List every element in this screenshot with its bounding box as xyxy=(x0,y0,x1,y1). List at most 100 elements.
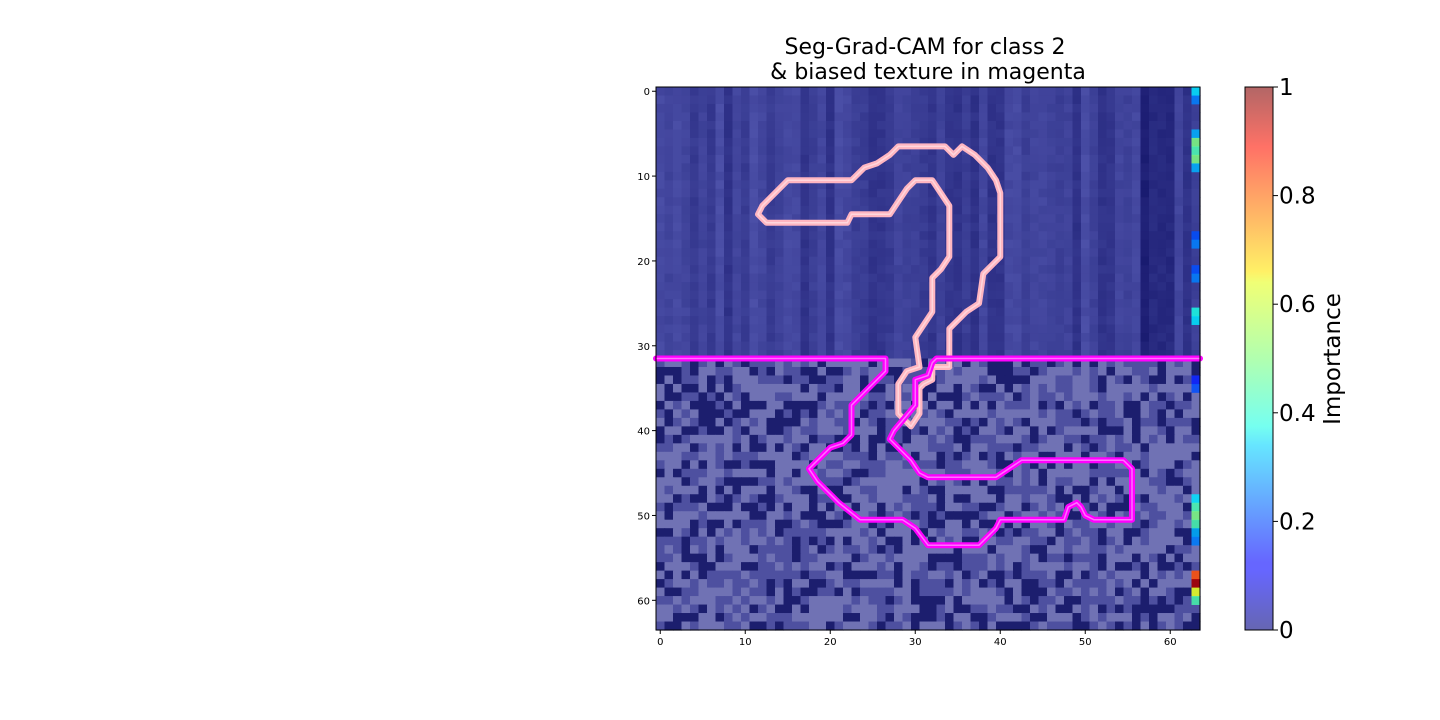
heatmap-cell xyxy=(766,163,776,173)
heatmap-cell xyxy=(766,468,776,478)
heatmap-cell xyxy=(1038,460,1048,470)
heatmap-cell xyxy=(1021,536,1031,546)
heatmap-cell xyxy=(1106,265,1116,275)
heatmap-cell xyxy=(911,536,921,546)
heatmap-cell xyxy=(1166,265,1176,275)
heatmap-cell xyxy=(673,205,683,215)
heatmap-cell xyxy=(1132,350,1142,360)
heatmap-cell xyxy=(928,120,938,131)
heatmap-cell xyxy=(1004,214,1014,224)
heatmap-cell xyxy=(962,231,972,241)
heatmap-cell xyxy=(1157,502,1167,512)
heatmap-cell xyxy=(851,350,861,360)
heatmap-cell xyxy=(817,103,827,114)
heatmap-cell xyxy=(826,570,836,580)
heatmap-cell xyxy=(758,511,768,521)
heatmap-cell xyxy=(826,197,836,207)
heatmap-cell xyxy=(1106,596,1116,606)
heatmap-cell xyxy=(1021,197,1031,207)
heatmap-cell xyxy=(1081,545,1091,555)
heatmap-cell xyxy=(953,451,963,461)
heatmap-cell xyxy=(911,282,921,292)
heatmap-cell xyxy=(1055,460,1065,470)
heatmap-cell xyxy=(775,451,785,461)
heatmap-cell xyxy=(928,171,938,181)
heatmap-cell xyxy=(817,460,827,470)
heatmap-cell xyxy=(970,417,980,427)
heatmap-cell xyxy=(945,485,955,495)
heatmap-cell xyxy=(758,333,768,343)
heatmap-cell xyxy=(800,392,810,402)
heatmap-cell xyxy=(868,333,878,343)
heatmap-cell xyxy=(783,528,793,538)
heatmap-cell xyxy=(724,358,734,368)
heatmap-cell xyxy=(1174,409,1184,419)
heatmap-cell xyxy=(1149,350,1159,360)
heatmap-cell xyxy=(775,570,785,580)
heatmap-cell xyxy=(766,222,776,232)
heatmap-cell xyxy=(1140,604,1150,614)
heatmap-cell xyxy=(1038,324,1048,334)
heatmap-cell xyxy=(1013,621,1023,631)
heatmap-cell xyxy=(732,95,742,105)
heatmap-cell xyxy=(809,570,819,580)
heatmap-cell xyxy=(885,604,895,614)
heatmap-cell xyxy=(1183,154,1193,164)
heatmap-cell xyxy=(1072,426,1082,436)
heatmap-cell xyxy=(1030,553,1040,563)
heatmap-cell xyxy=(732,392,742,402)
heatmap-cell xyxy=(809,129,819,139)
heatmap-cell xyxy=(860,87,870,97)
heatmap-cell xyxy=(1081,350,1091,360)
heatmap-cell xyxy=(1055,103,1065,114)
heatmap-cell xyxy=(741,383,751,394)
heatmap-cell xyxy=(970,171,980,181)
heatmap-cell xyxy=(1157,146,1167,156)
heatmap-cell xyxy=(936,383,946,394)
heatmap-cell xyxy=(928,519,938,529)
heatmap-cell xyxy=(749,154,759,164)
heatmap-cell xyxy=(1055,443,1065,453)
heatmap-cell xyxy=(1115,299,1125,309)
heatmap-cell xyxy=(868,528,878,538)
heatmap-cell xyxy=(1183,350,1193,360)
heatmap-cell xyxy=(1166,273,1176,283)
heatmap-cell xyxy=(690,120,700,131)
heatmap-cell xyxy=(843,95,853,105)
heatmap-cell xyxy=(1030,366,1040,377)
heatmap-cell xyxy=(673,112,683,122)
heatmap-cell xyxy=(1183,604,1193,614)
heatmap-cell xyxy=(894,451,904,461)
heatmap-cell xyxy=(1055,485,1065,495)
heatmap-cell xyxy=(766,443,776,453)
heatmap-cell xyxy=(681,553,691,563)
heatmap-cell xyxy=(1166,205,1176,215)
heatmap-cell xyxy=(885,383,895,394)
heatmap-cell xyxy=(953,103,963,114)
heatmap-cell xyxy=(673,468,683,478)
heatmap-cell xyxy=(1140,197,1150,207)
heatmap-cell xyxy=(936,180,946,190)
heatmap-cell xyxy=(809,604,819,614)
heatmap-cell xyxy=(758,307,768,317)
heatmap-cell xyxy=(1115,188,1125,198)
heatmap-cell xyxy=(953,536,963,546)
heatmap-cell xyxy=(707,137,717,147)
heatmap-cell xyxy=(1106,553,1116,563)
heatmap-cell xyxy=(902,248,912,258)
heatmap-cell xyxy=(732,477,742,487)
heatmap-cell xyxy=(690,460,700,470)
heatmap-cell xyxy=(987,519,997,529)
heatmap-cell xyxy=(1123,299,1133,309)
heatmap-cell xyxy=(1166,350,1176,360)
heatmap-cell xyxy=(868,553,878,563)
heatmap-cell xyxy=(664,239,674,249)
heatmap-cell xyxy=(758,502,768,512)
heatmap-cell xyxy=(885,154,895,164)
heatmap-cell xyxy=(1191,358,1201,368)
heatmap-cell xyxy=(860,103,870,114)
heatmap-cell xyxy=(664,579,674,589)
heatmap-cell xyxy=(1081,536,1091,546)
heatmap-cell xyxy=(707,604,717,614)
heatmap-cell xyxy=(894,485,904,495)
